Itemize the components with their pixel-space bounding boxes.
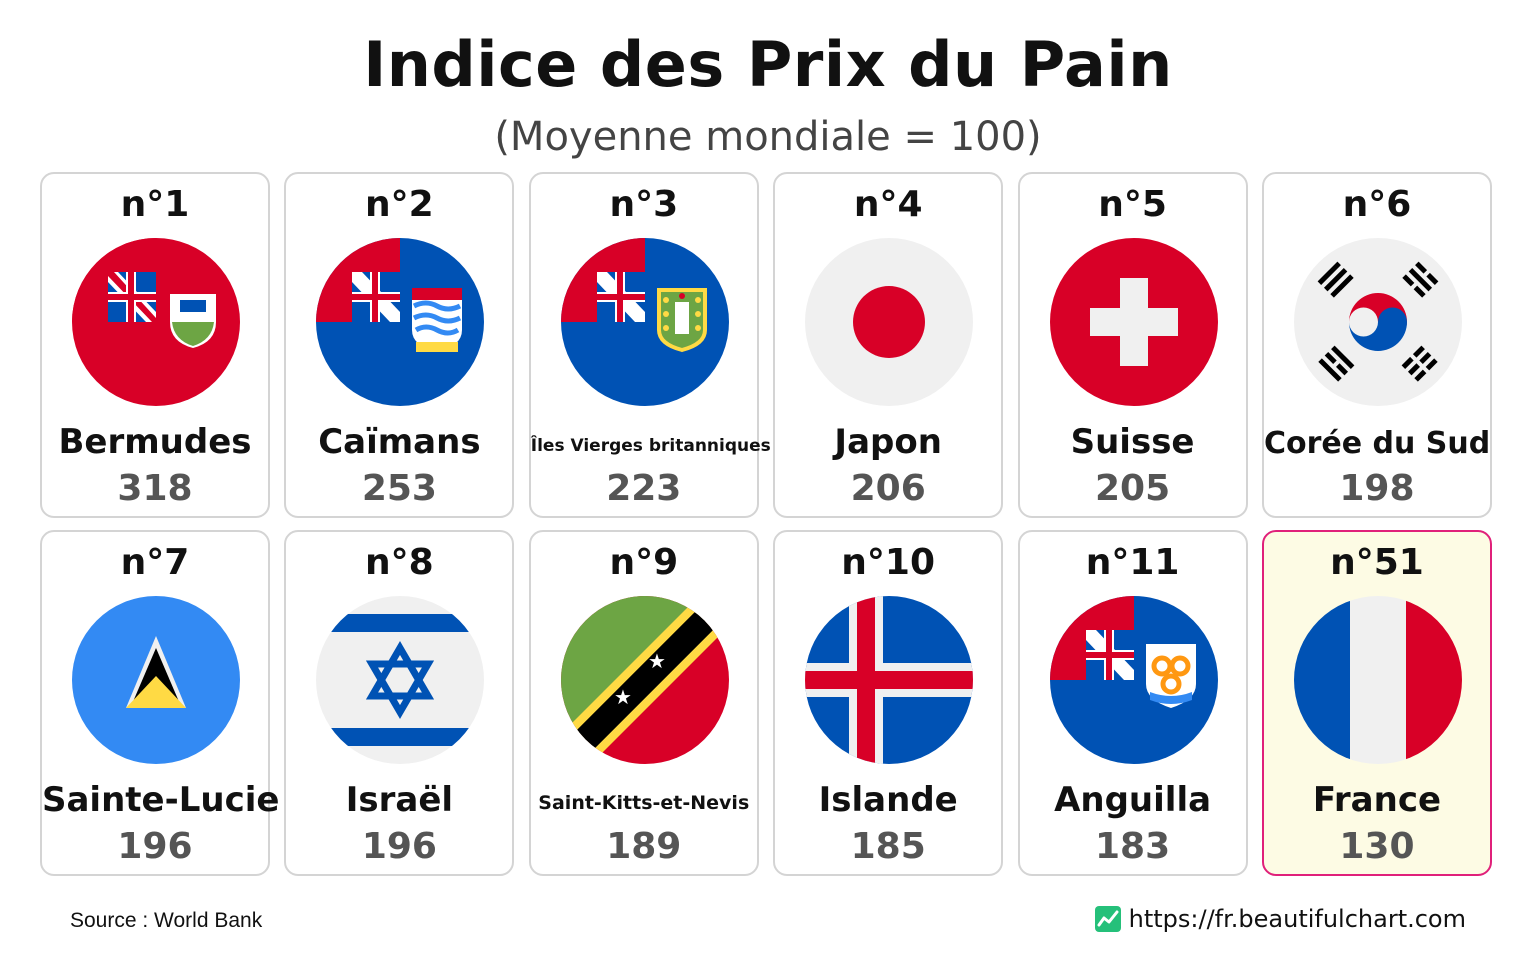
country-name: Islande: [818, 780, 958, 820]
country-card: n°5 Suisse 205: [1017, 172, 1248, 518]
country-card: n°1 Bermudes 318: [40, 172, 270, 518]
country-card: n°10 Islande 185: [773, 530, 1004, 876]
rank-label: n°6: [1342, 184, 1412, 225]
anguilla-flag-icon: [1049, 596, 1218, 764]
index-value: 253: [361, 468, 437, 509]
rank-label: n°1: [120, 184, 190, 225]
index-value: 196: [117, 826, 193, 867]
index-value: 205: [1094, 468, 1171, 509]
rank-label: n°7: [120, 542, 190, 583]
country-card: n°7 Sainte-Lucie 196: [40, 530, 280, 876]
country-card: n°9 ★ ★ Saint-Kitts-et-Nevis 189: [528, 530, 759, 876]
page-title: Indice des Prix du Pain: [363, 28, 1173, 101]
rank-label: n°8: [365, 542, 434, 583]
country-name: Anguilla: [1054, 780, 1212, 820]
british-virgin-islands-flag-icon: [560, 238, 729, 406]
rank-label: n°9: [609, 542, 679, 583]
country-card: n°6 Corée du Sud 198: [1261, 172, 1492, 518]
bermuda-flag-icon: [72, 238, 240, 406]
rank-label: n°3: [609, 184, 679, 225]
country-card: n°11 Anguilla 183: [1017, 530, 1248, 876]
index-value: 189: [606, 826, 682, 867]
index-value: 183: [1094, 826, 1171, 867]
country-name: Bermudes: [58, 422, 252, 462]
country-card: n°4 Japon 206: [773, 172, 1004, 518]
index-value: 318: [117, 468, 193, 509]
svg-text:★: ★: [648, 649, 666, 673]
source-label: Source : World Bank: [70, 909, 263, 932]
rank-label: n°51: [1330, 542, 1424, 583]
country-name: Israël: [345, 780, 454, 820]
country-name: Corée du Sud: [1263, 426, 1491, 461]
switzerland-flag-icon: [1049, 238, 1218, 406]
israel-flag-icon: [316, 596, 485, 764]
index-value: 196: [361, 826, 437, 867]
country-name: France: [1312, 780, 1442, 820]
chart-logo-icon: [1094, 906, 1121, 932]
index-value: 185: [850, 826, 926, 867]
country-name: Sainte-Lucie: [42, 780, 280, 820]
rank-label: n°4: [853, 184, 923, 225]
country-name: Japon: [834, 422, 942, 462]
ranking-grid: n°1 Bermudes 318 n°2: [40, 172, 1492, 876]
country-card-highlighted: n°51 France 130: [1261, 530, 1492, 876]
site-link[interactable]: https://fr.beautifulchart.com: [1094, 905, 1466, 933]
iceland-flag-icon: [805, 596, 974, 764]
index-value: 206: [850, 468, 926, 509]
country-card: n°2 Caïmans 253: [284, 172, 515, 518]
index-value: 130: [1339, 826, 1415, 867]
saint-kitts-and-nevis-flag-icon: ★ ★: [560, 596, 729, 764]
country-card: n°8 Israël 196: [284, 530, 515, 876]
rank-label: n°11: [1085, 542, 1180, 583]
rank-label: n°10: [841, 542, 936, 583]
saint-lucia-flag-icon: [72, 596, 240, 764]
svg-text:★: ★: [614, 685, 632, 709]
country-name: Îles Vierges britanniques: [530, 436, 771, 456]
japan-flag-icon: [805, 238, 974, 406]
site-url[interactable]: https://fr.beautifulchart.com: [1128, 905, 1466, 933]
south-korea-flag-icon: [1293, 238, 1462, 406]
rank-label: n°2: [365, 184, 434, 225]
country-name: Caïmans: [318, 422, 481, 462]
index-value: 223: [606, 468, 682, 509]
france-flag-icon: [1293, 596, 1462, 764]
rank-label: n°5: [1098, 184, 1167, 225]
page-subtitle: (Moyenne mondiale = 100): [494, 114, 1042, 160]
country-name: Suisse: [1070, 422, 1195, 462]
country-card: n°3 Îles Vierges britanniques 223: [528, 172, 771, 518]
country-name: Saint-Kitts-et-Nevis: [538, 792, 750, 814]
index-value: 198: [1339, 468, 1415, 509]
cayman-islands-flag-icon: [316, 238, 485, 406]
